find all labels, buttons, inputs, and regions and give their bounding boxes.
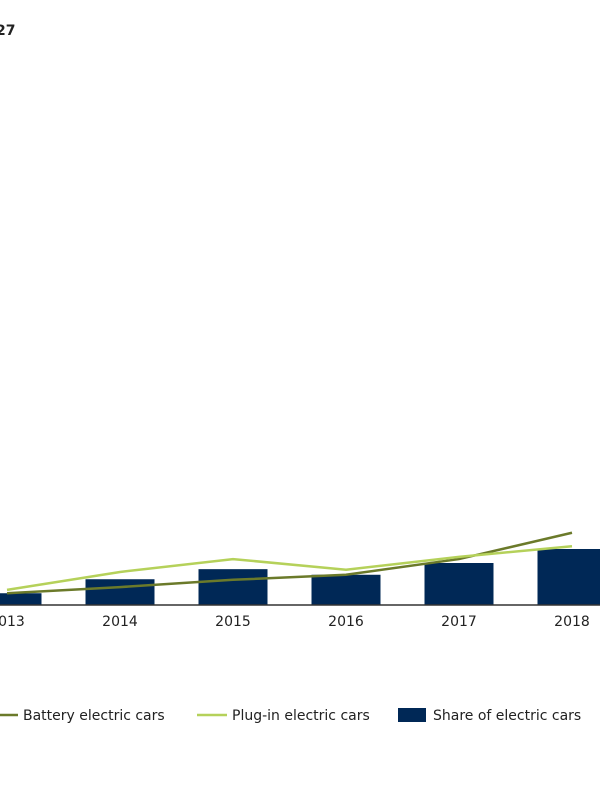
chart-title: 27	[0, 23, 15, 39]
legend-label: Plug-in electric cars	[232, 708, 370, 724]
x-tick-label: 2014	[102, 614, 138, 630]
bar	[311, 574, 381, 605]
x-tick-label: 2015	[215, 614, 251, 630]
bar	[198, 569, 268, 605]
bar	[0, 593, 42, 605]
bar	[424, 563, 494, 605]
bar	[85, 579, 155, 605]
x-tick-label: 2013	[0, 614, 25, 630]
bar	[537, 549, 600, 605]
legend-label: Battery electric cars	[23, 708, 165, 724]
line	[6, 544, 573, 592]
x-tick-label: 2017	[441, 614, 477, 630]
x-tick-label: 2018	[554, 614, 590, 630]
legend-label: Share of electric cars	[433, 708, 581, 724]
x-tick-label: 2016	[328, 614, 364, 630]
legend-swatch	[398, 708, 426, 722]
